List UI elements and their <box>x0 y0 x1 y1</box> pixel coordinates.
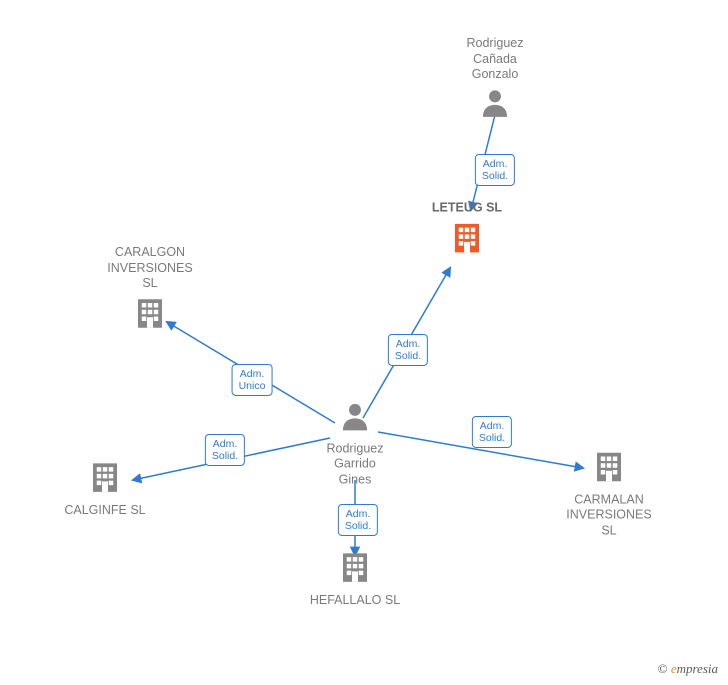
network-diagram: RodriguezCañadaGonzalo RodriguezGarridoG… <box>0 0 728 685</box>
node-label: CARALGONINVERSIONESSL <box>90 245 210 292</box>
node-label: CALGINFE SL <box>45 503 165 519</box>
node-label: LETEUG SL <box>407 200 527 216</box>
node-c_hefallalo[interactable]: HEFALLALO SL <box>295 549 415 611</box>
node-c_calginfe[interactable]: CALGINFE SL <box>45 459 165 521</box>
node-c_caralgon[interactable]: CARALGONINVERSIONESSL <box>90 245 210 336</box>
edge-label: Adm.Solid. <box>388 334 428 366</box>
node-label: RodriguezGarridoGines <box>295 441 415 488</box>
node-label: HEFALLALO SL <box>295 593 415 609</box>
edge-label: Adm.Solid. <box>205 434 245 466</box>
edge-label: Adm.Unico <box>232 364 273 396</box>
person-icon <box>478 86 512 125</box>
building-icon <box>87 459 123 500</box>
building-icon <box>337 549 373 590</box>
node-label: RodriguezCañadaGonzalo <box>435 36 555 83</box>
copyright: © empresia <box>658 661 718 677</box>
building-icon <box>132 295 168 336</box>
copyright-symbol: © <box>658 661 668 676</box>
person-icon <box>338 399 372 438</box>
building-highlight-icon <box>449 219 485 260</box>
copyright-text-rest: mpresia <box>677 661 718 676</box>
edge-label: Adm.Solid. <box>472 416 512 448</box>
edge-label: Adm.Solid. <box>475 154 515 186</box>
node-c_leteug[interactable]: LETEUG SL <box>407 200 527 259</box>
edge-label: Adm.Solid. <box>338 504 378 536</box>
node-p1[interactable]: RodriguezCañadaGonzalo <box>435 36 555 125</box>
node-c_carmalan[interactable]: CARMALANINVERSIONESSL <box>549 448 669 542</box>
building-icon <box>591 448 627 489</box>
node-label: CARMALANINVERSIONESSL <box>549 492 669 539</box>
node-p2[interactable]: RodriguezGarridoGines <box>295 399 415 491</box>
